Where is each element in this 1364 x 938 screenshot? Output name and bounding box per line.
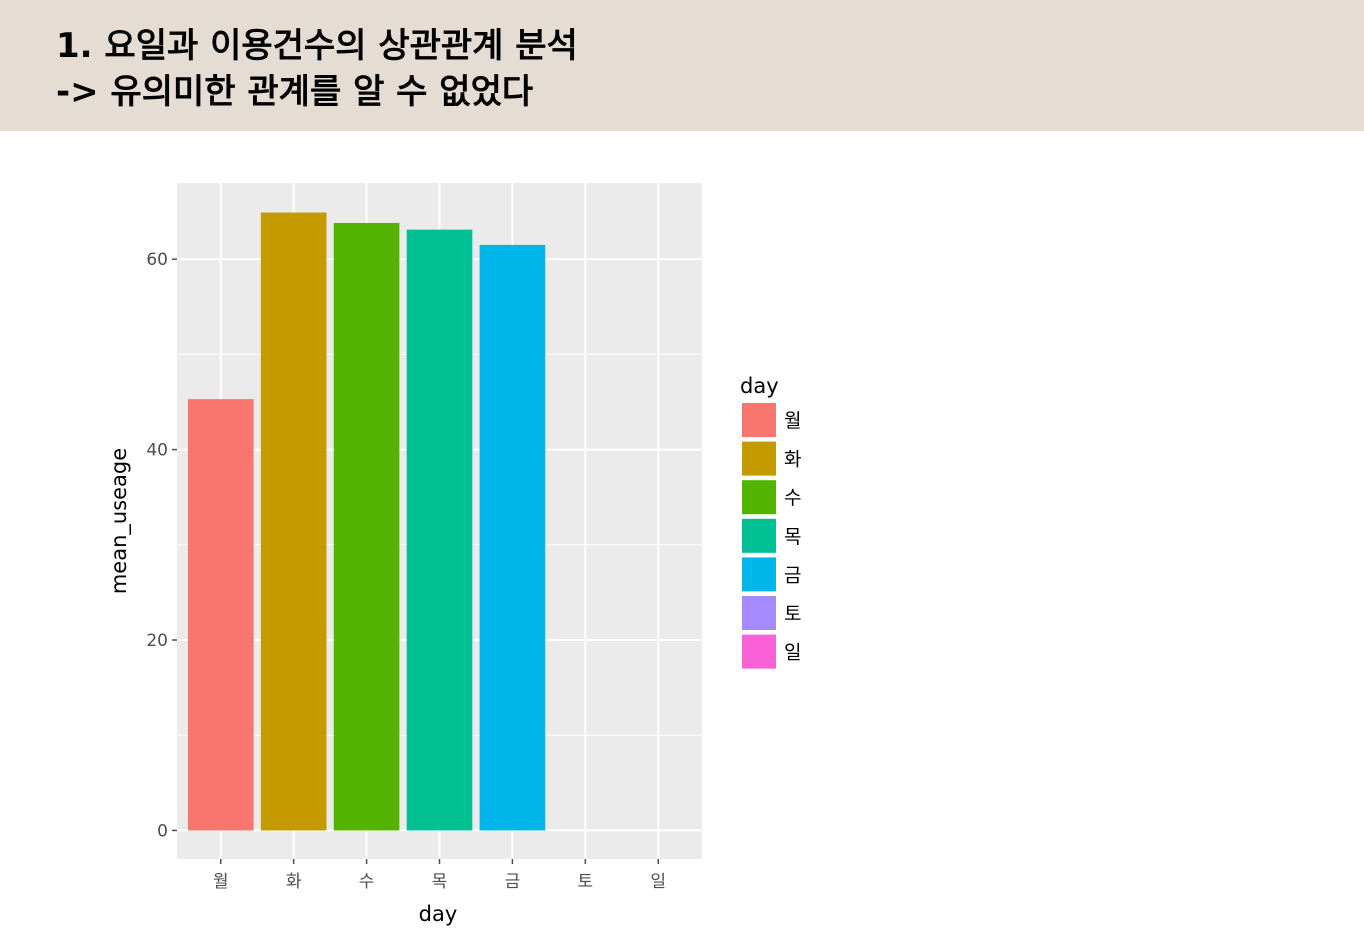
legend-label: 월 (784, 410, 801, 432)
x-tick-label: 화 (286, 872, 302, 892)
x-tick-label: 월 (213, 872, 229, 892)
slide-title: 1. 요일과 이용건수의 상관관계 분석 (56, 26, 578, 66)
y-axis: 0 20 40 60 (146, 250, 177, 841)
legend-key (742, 480, 776, 515)
y-axis-title: mean_useage (107, 448, 132, 594)
y-tick-label: 60 (146, 250, 168, 270)
legend-title: day (740, 374, 779, 398)
legend-key (742, 557, 776, 592)
legend-label: 화 (784, 449, 801, 471)
legend-key (742, 634, 776, 669)
bars (187, 212, 546, 831)
legend-key (742, 403, 776, 437)
y-tick-label: 40 (146, 441, 168, 461)
y-tick-label: 0 (157, 821, 168, 841)
bar (479, 244, 546, 831)
legend-label: 일 (784, 642, 801, 664)
y-tick-label: 20 (146, 631, 168, 651)
bar (187, 399, 254, 831)
legend-label: 토 (784, 603, 801, 625)
legend-label: 수 (784, 487, 801, 509)
bar (333, 222, 400, 831)
bar (260, 212, 327, 831)
x-tick-label: 토 (578, 872, 594, 892)
x-axis-title: day (419, 902, 458, 926)
x-tick-label: 금 (505, 872, 521, 892)
x-tick-label: 일 (650, 872, 666, 892)
legend-key (742, 441, 776, 476)
x-tick-label: 목 (432, 872, 448, 892)
legend-key (742, 518, 776, 553)
legend-label: 목 (784, 526, 801, 548)
bar (406, 229, 473, 831)
x-tick-label: 수 (359, 872, 375, 892)
slide-subtitle: -> 유의미한 관계를 알 수 없었다 (56, 72, 534, 112)
legend-label: 금 (784, 564, 801, 586)
legend-key (742, 596, 776, 630)
slide-header: 1. 요일과 이용건수의 상관관계 분석 -> 유의미한 관계를 알 수 없었다 (0, 0, 1364, 131)
